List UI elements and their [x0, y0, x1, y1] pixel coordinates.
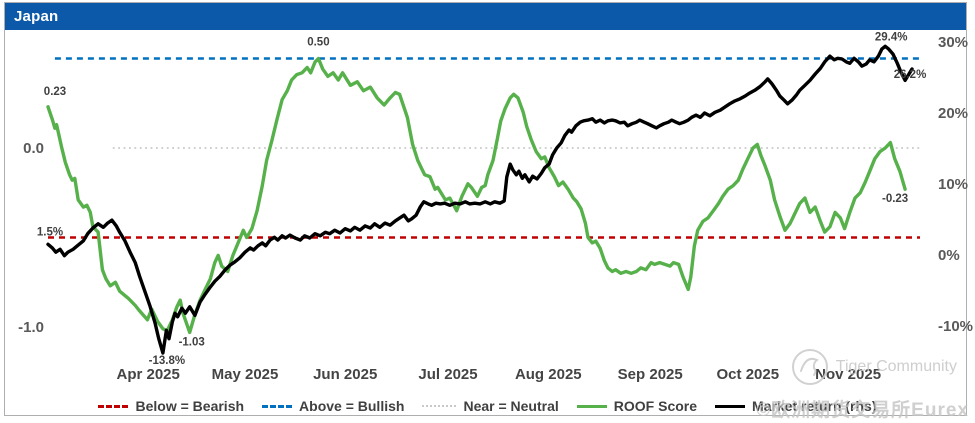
- legend-label: ROOF Score: [613, 398, 698, 414]
- legend-label: Near = Neutral: [463, 398, 559, 414]
- neutral-dotted-line-icon: [422, 405, 457, 407]
- data-label: 26.2%: [894, 69, 927, 81]
- x-axis-tick: Nov 2025: [815, 366, 881, 383]
- data-label: -13.8%: [149, 355, 185, 367]
- data-label: 0.23: [44, 86, 66, 98]
- legend-item-bullish: Above = Bullish: [262, 398, 404, 414]
- legend-label: Above = Bullish: [299, 398, 405, 414]
- right-axis-tick: 30%: [938, 34, 968, 51]
- data-label: 29.4%: [875, 31, 908, 43]
- x-axis-tick: Aug 2025: [515, 366, 582, 383]
- bearish-dashed-line-icon: [98, 404, 129, 408]
- legend-item-bearish: Below = Bearish: [98, 398, 244, 414]
- data-label: 1.5%: [37, 226, 63, 238]
- x-axis-tick: Oct 2025: [717, 366, 780, 383]
- legend-item-market-return: Market return (rhs): [715, 398, 877, 414]
- data-label: -1.03: [179, 336, 205, 348]
- roof-score-line: [46, 56, 907, 335]
- data-label: -0.23: [882, 193, 908, 205]
- legend-label: Market return (rhs): [752, 398, 877, 414]
- x-axis-tick: Jul 2025: [418, 366, 477, 383]
- chart-legend: Below = Bearish Above = Bullish Near = N…: [0, 394, 975, 418]
- data-label: 0.50: [307, 37, 329, 49]
- legend-label: Below = Bearish: [135, 398, 245, 414]
- x-axis-tick: May 2025: [212, 366, 279, 383]
- roof-score-line-icon: [576, 404, 607, 408]
- legend-item-roof-score: ROOF Score: [576, 398, 698, 414]
- right-axis-tick: -10%: [938, 318, 973, 335]
- legend-item-neutral: Near = Neutral: [422, 398, 559, 414]
- x-axis-tick: Apr 2025: [117, 366, 180, 383]
- x-axis-tick: Jun 2025: [313, 366, 377, 383]
- market-return-rhs-line: [46, 44, 914, 355]
- left-axis-tick: -1.0: [18, 319, 44, 336]
- market-return-line-icon: [715, 404, 746, 408]
- bullish-dashed-line-icon: [262, 404, 293, 408]
- right-axis-tick: 10%: [938, 176, 968, 193]
- right-axis-tick: 20%: [938, 105, 968, 122]
- left-axis-tick: 0.0: [23, 140, 44, 157]
- panel-title: Japan: [5, 3, 966, 30]
- right-axis-tick: 0%: [938, 247, 960, 264]
- x-axis-tick: Sep 2025: [618, 366, 683, 383]
